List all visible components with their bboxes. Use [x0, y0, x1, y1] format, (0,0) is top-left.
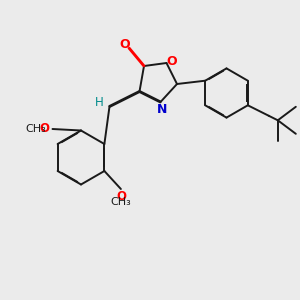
Text: O: O — [119, 38, 130, 52]
Text: N: N — [157, 103, 167, 116]
Text: O: O — [167, 55, 177, 68]
Text: CH₃: CH₃ — [26, 124, 46, 134]
Text: H: H — [94, 96, 103, 110]
Text: O: O — [116, 190, 126, 203]
Text: O: O — [39, 122, 49, 136]
Text: CH₃: CH₃ — [110, 196, 131, 207]
